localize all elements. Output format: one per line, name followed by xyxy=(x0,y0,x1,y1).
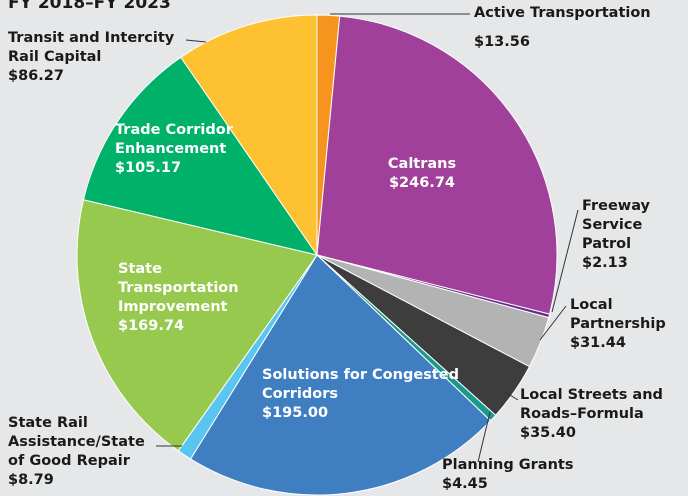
leader-line xyxy=(551,209,579,313)
value-label: $169.74 xyxy=(118,318,185,334)
category-label: Caltrans xyxy=(387,156,457,172)
pie-slice xyxy=(189,254,492,496)
value-label: $2.13 xyxy=(582,255,628,271)
slice-label: State Transportation Improvement $169.74 xyxy=(118,260,258,336)
slice-label: Solutions for Congested Corridors $195.00 xyxy=(262,366,462,423)
slice-label: Trade Corridor Enhancement $105.17 xyxy=(115,121,245,178)
category-label: Local Streets and Roads–Formula xyxy=(520,387,663,422)
chart-title: FY 2018–FY 2023 xyxy=(8,0,171,13)
category-label: Trade Corridor Enhancement xyxy=(115,122,233,157)
slice-label: Caltrans $246.74 xyxy=(362,155,482,193)
value-label: $8.79 xyxy=(8,472,54,488)
pie-slice xyxy=(316,15,558,315)
leader-line xyxy=(185,39,207,43)
category-label: Transit and Intercity Rail Capital xyxy=(8,30,175,65)
pie-slice xyxy=(82,56,319,256)
leader-lines xyxy=(156,13,579,463)
category-label: State Rail Assistance/State of Good Repa… xyxy=(8,415,145,469)
value-label: $35.40 xyxy=(520,425,576,441)
slice-label: Freeway Service Patrol $2.13 xyxy=(582,197,682,273)
pie-slice xyxy=(76,199,318,452)
value-label: $86.27 xyxy=(8,68,64,84)
leader-line xyxy=(539,305,567,341)
value-label: $105.17 xyxy=(115,160,182,176)
value-label: $246.74 xyxy=(388,175,456,191)
leader-line xyxy=(477,411,491,463)
slices xyxy=(76,14,558,496)
category-label: Freeway Service Patrol xyxy=(582,198,650,252)
category-label: Active Transportation xyxy=(474,5,651,21)
category-label: Planning Grants xyxy=(442,457,574,473)
category-label: Solutions for Congested Corridors xyxy=(262,367,459,402)
slice-label: Active Transportation $13.56 xyxy=(474,4,674,52)
value-label: $31.44 xyxy=(570,335,626,351)
category-label: Local Partnership xyxy=(570,297,666,332)
category-label: State Transportation Improvement xyxy=(118,261,239,315)
slice-label: Planning Grants $4.45 xyxy=(442,456,602,494)
slice-label: Transit and Intercity Rail Capital $86.27 xyxy=(8,29,190,86)
pie-slice xyxy=(180,14,318,257)
slice-label: State Rail Assistance/State of Good Repa… xyxy=(8,414,158,490)
slice-label: Local Partnership $31.44 xyxy=(570,296,680,353)
slice-label: Local Streets and Roads–Formula $35.40 xyxy=(520,386,688,443)
value-label: $4.45 xyxy=(442,476,488,492)
value-label: $195.00 xyxy=(262,405,329,421)
leader-line xyxy=(504,391,519,401)
value-label: $13.56 xyxy=(474,34,530,50)
